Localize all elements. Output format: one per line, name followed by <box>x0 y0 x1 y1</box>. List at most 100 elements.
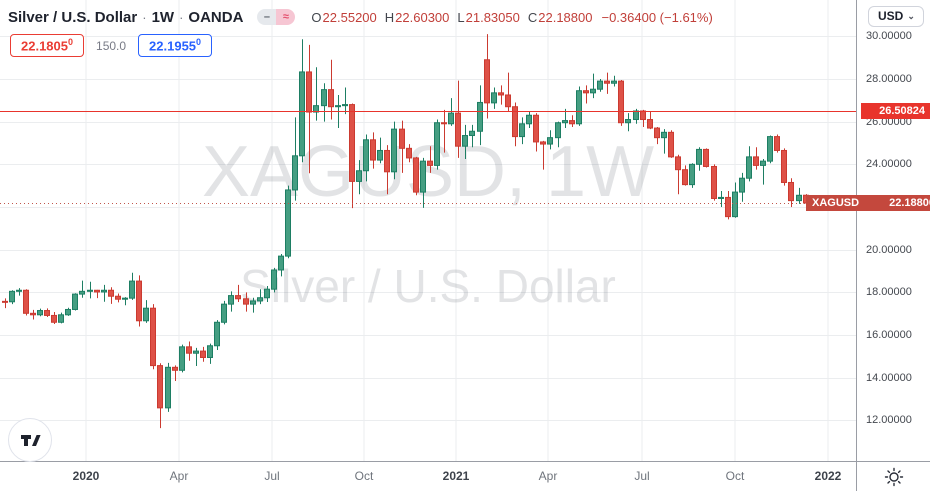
candle-body <box>576 90 582 125</box>
candle-body <box>278 255 284 271</box>
candle-body <box>434 122 440 166</box>
close-value: 22.18800 <box>538 9 593 25</box>
candle-body <box>796 194 802 202</box>
sell-price-sup: 0 <box>68 37 74 47</box>
candle-body <box>484 59 490 104</box>
candle-body <box>448 112 454 125</box>
quote-panel: 22.18050 150.0 22.19550 <box>10 34 213 58</box>
price-tick-label: 30.00000 <box>866 30 912 43</box>
candle-body <box>292 155 298 191</box>
candle-body <box>498 92 504 96</box>
candle-body <box>58 314 64 323</box>
time-tick-label: Oct <box>354 469 374 483</box>
candle-body <box>427 160 433 166</box>
time-tick-label: Jul <box>264 469 280 483</box>
candle-body <box>101 289 107 293</box>
candle-body <box>753 156 759 166</box>
candle-body <box>65 308 71 316</box>
candle-body <box>604 80 610 84</box>
candle-body <box>94 289 100 293</box>
time-tick-label: 2021 <box>442 469 470 483</box>
axis-settings-button[interactable] <box>856 461 930 491</box>
approximately-equal-icon: ≈ <box>276 9 296 25</box>
candle-body <box>257 297 263 302</box>
candle-body <box>391 128 397 173</box>
candle-body <box>696 148 702 165</box>
high-value: 22.60300 <box>395 9 450 25</box>
candle-body <box>675 156 681 171</box>
candle-body <box>250 300 256 305</box>
candle-body <box>79 290 85 295</box>
candle-body <box>186 346 192 354</box>
candle-body <box>150 307 156 367</box>
time-tick-label: Apr <box>538 469 558 483</box>
candle-body <box>16 289 22 292</box>
price-tick-label: 28.00000 <box>866 72 912 85</box>
candle-body <box>569 120 575 125</box>
candle-body <box>384 149 390 173</box>
candle-body <box>781 149 787 183</box>
candle-body <box>682 169 688 186</box>
candle-body <box>654 127 660 139</box>
candle-body <box>512 106 518 138</box>
time-tick-label: 2020 <box>72 469 100 483</box>
candle-body <box>788 181 794 202</box>
candle-body <box>661 131 667 139</box>
candle-body <box>469 130 475 137</box>
candle-body <box>87 289 93 292</box>
separator-dot: · <box>142 9 147 25</box>
candle-body <box>441 122 447 125</box>
candle-body <box>44 310 50 316</box>
currency-dropdown[interactable]: USD ⌄ <box>868 6 924 27</box>
buy-price: 22.1955 <box>149 38 197 54</box>
candle-body <box>271 269 277 290</box>
price-tick-label: 24.00000 <box>866 158 912 171</box>
candle-body <box>299 71 305 157</box>
candlestick-chart[interactable] <box>0 0 856 461</box>
symbol-title[interactable]: Silver / U.S. Dollar <box>8 8 138 26</box>
price-tick-label: 20.00000 <box>866 243 912 256</box>
time-tick-label: Apr <box>169 469 189 483</box>
level-price-tag: 26.50824 <box>861 102 930 119</box>
price-tick-label: 16.00000 <box>866 329 912 342</box>
candle-body <box>725 196 731 218</box>
price-axis[interactable]: 12.00000 14.00000 16.00000 18.00000 20.00000… <box>856 0 930 461</box>
time-axis[interactable]: 2020 Apr Jul Oct 2021 Apr Jul Oct 2022 <box>0 461 856 491</box>
candle-body <box>363 139 369 172</box>
high-label: H <box>384 9 395 25</box>
candle-body <box>640 110 646 121</box>
candle-body <box>597 80 603 90</box>
tradingview-logo[interactable] <box>8 418 52 462</box>
buy-price-sup: 0 <box>196 37 202 47</box>
candle-body <box>760 160 766 166</box>
candle-body <box>562 120 568 124</box>
time-tick-label: 2022 <box>814 469 842 483</box>
interval-label[interactable]: 1W <box>151 8 175 26</box>
time-tick-label: Jul <box>634 469 650 483</box>
candle-body <box>590 88 596 94</box>
buy-button[interactable]: 22.19550 <box>138 34 213 58</box>
symbol-price-label-value: 22.18800 <box>889 197 930 209</box>
candle-body <box>207 345 213 358</box>
candle-body <box>711 165 717 199</box>
open-label: O <box>311 9 322 25</box>
candle-body <box>526 114 532 125</box>
candle-body <box>406 147 412 159</box>
candle-body <box>746 156 752 179</box>
candle-body <box>647 119 653 129</box>
candle-body <box>625 119 631 124</box>
price-tick-label: 12.00000 <box>866 414 912 427</box>
market-status-pill[interactable]: – ≈ <box>257 9 296 25</box>
candle-body <box>519 123 525 138</box>
candle-body <box>306 71 312 113</box>
open-value: 22.55200 <box>322 9 377 25</box>
exchange-label[interactable]: OANDA <box>188 8 244 26</box>
candle-body <box>491 92 497 104</box>
candle-body <box>228 295 234 305</box>
candle-body <box>420 160 426 193</box>
candle-body <box>689 163 695 186</box>
candle-body <box>165 366 171 409</box>
sell-button[interactable]: 22.18050 <box>10 34 85 58</box>
price-tick-label: 18.00000 <box>866 286 912 299</box>
candle-body <box>668 131 674 158</box>
